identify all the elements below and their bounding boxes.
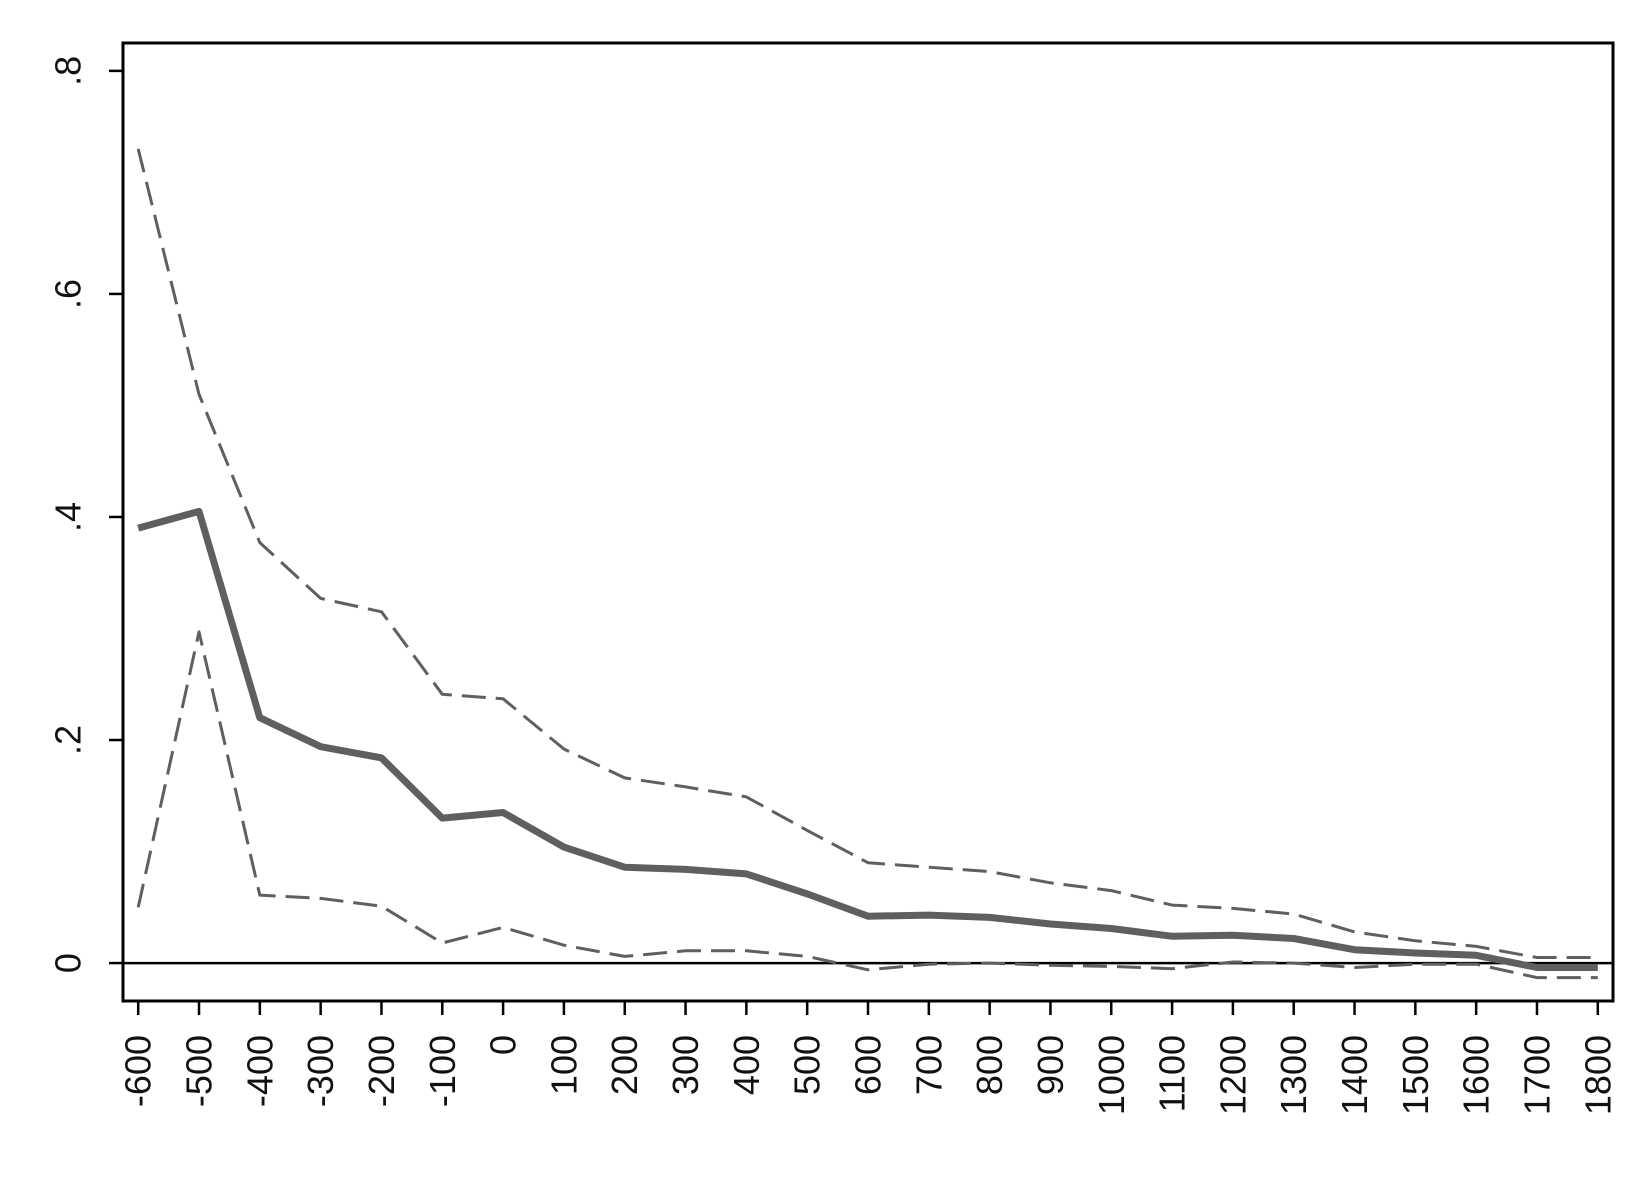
x-tick-label-17: 1100 [1152, 1035, 1193, 1112]
confidence-bound-line-2 [136, 630, 1598, 980]
confidence-bound-line-1 [136, 148, 1598, 959]
x-tick-label-22: 1600 [1456, 1035, 1497, 1115]
x-tick-label-11: 500 [787, 1035, 828, 1095]
x-tick-label-5: -100 [422, 1035, 463, 1107]
x-tick-label-13: 700 [908, 1035, 949, 1095]
x-tick-label-15: 900 [1030, 1035, 1071, 1095]
x-tick-label-10: 400 [726, 1035, 767, 1095]
x-tick-label-7: 100 [543, 1035, 584, 1095]
x-tick-label-23: 1700 [1516, 1035, 1557, 1115]
x-tick-label-16: 1000 [1091, 1035, 1132, 1115]
x-tick-label-9: 300 [665, 1035, 706, 1095]
x-tick-label-19: 1300 [1273, 1035, 1314, 1115]
y-tick-label-0: 0 [48, 953, 89, 973]
y-tick-label-3: .6 [48, 279, 89, 309]
x-tick-label-18: 1200 [1212, 1035, 1253, 1115]
x-tick-label-2: -400 [239, 1035, 280, 1107]
y-tick-label-1: .2 [48, 725, 89, 755]
x-tick-label-14: 800 [969, 1035, 1010, 1095]
x-tick-label-24: 1800 [1577, 1035, 1618, 1115]
x-tick-label-12: 600 [848, 1035, 889, 1095]
x-tick-label-3: -300 [300, 1035, 341, 1107]
x-tick-label-21: 1500 [1395, 1035, 1436, 1115]
axis-layer: 0 .2 .4 .6 .8 -600 -500 -400 -300 -200 -100 0 100 200… [48, 56, 1619, 1115]
x-tick-label-6: 0 [483, 1035, 524, 1055]
y-tick-label-2: .4 [48, 502, 89, 532]
estimate-line-0 [137, 507, 1598, 971]
x-tick-label-8: 200 [604, 1035, 645, 1095]
series-layer [136, 148, 1598, 980]
y-tick-label-4: .8 [48, 56, 89, 86]
x-tick-label-4: -200 [361, 1035, 402, 1107]
x-tick-label-20: 1400 [1334, 1035, 1375, 1115]
x-tick-label-1: -500 [179, 1035, 220, 1107]
x-tick-label-0: -600 [118, 1035, 159, 1107]
